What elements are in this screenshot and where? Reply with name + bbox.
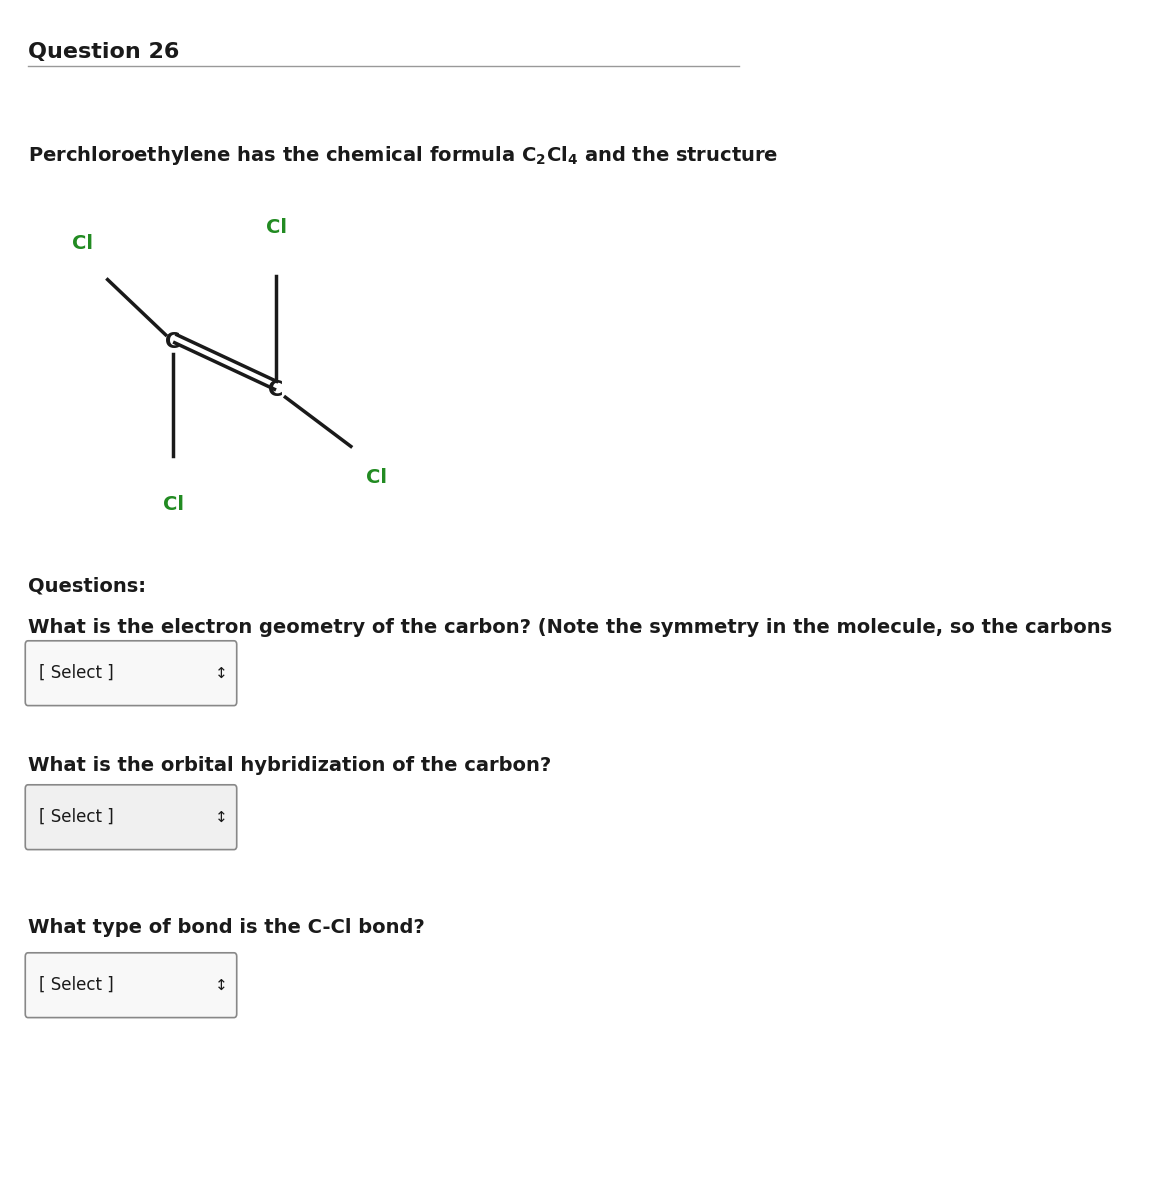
Text: Cl: Cl bbox=[366, 468, 386, 487]
Text: Questions:: Questions: bbox=[28, 576, 146, 595]
Text: Cl: Cl bbox=[71, 234, 93, 253]
FancyBboxPatch shape bbox=[25, 953, 236, 1018]
Text: ↕: ↕ bbox=[214, 810, 227, 824]
FancyBboxPatch shape bbox=[25, 641, 236, 706]
Text: What type of bond is the C-Cl bond?: What type of bond is the C-Cl bond? bbox=[28, 918, 424, 937]
Text: [ Select ]: [ Select ] bbox=[39, 977, 114, 994]
Text: What is the electron geometry of the carbon? (Note the symmetry in the molecule,: What is the electron geometry of the car… bbox=[28, 618, 1113, 637]
Text: C: C bbox=[166, 332, 181, 352]
Text: Cl: Cl bbox=[163, 494, 183, 514]
Text: Perchloroethylene has the chemical formula $\mathregular{C_2Cl_4}$ and the struc: Perchloroethylene has the chemical formu… bbox=[28, 144, 778, 167]
Text: What is the orbital hybridization of the carbon?: What is the orbital hybridization of the… bbox=[28, 756, 551, 775]
Text: are equivalent): are equivalent) bbox=[28, 664, 197, 683]
Text: Question 26: Question 26 bbox=[28, 42, 180, 62]
Text: ↕: ↕ bbox=[214, 666, 227, 680]
Text: Cl: Cl bbox=[265, 218, 286, 238]
Text: ↕: ↕ bbox=[214, 978, 227, 992]
Text: [ Select ]: [ Select ] bbox=[39, 665, 114, 682]
FancyBboxPatch shape bbox=[25, 785, 236, 850]
Text: [ Select ]: [ Select ] bbox=[39, 809, 114, 826]
Text: C: C bbox=[269, 380, 284, 400]
